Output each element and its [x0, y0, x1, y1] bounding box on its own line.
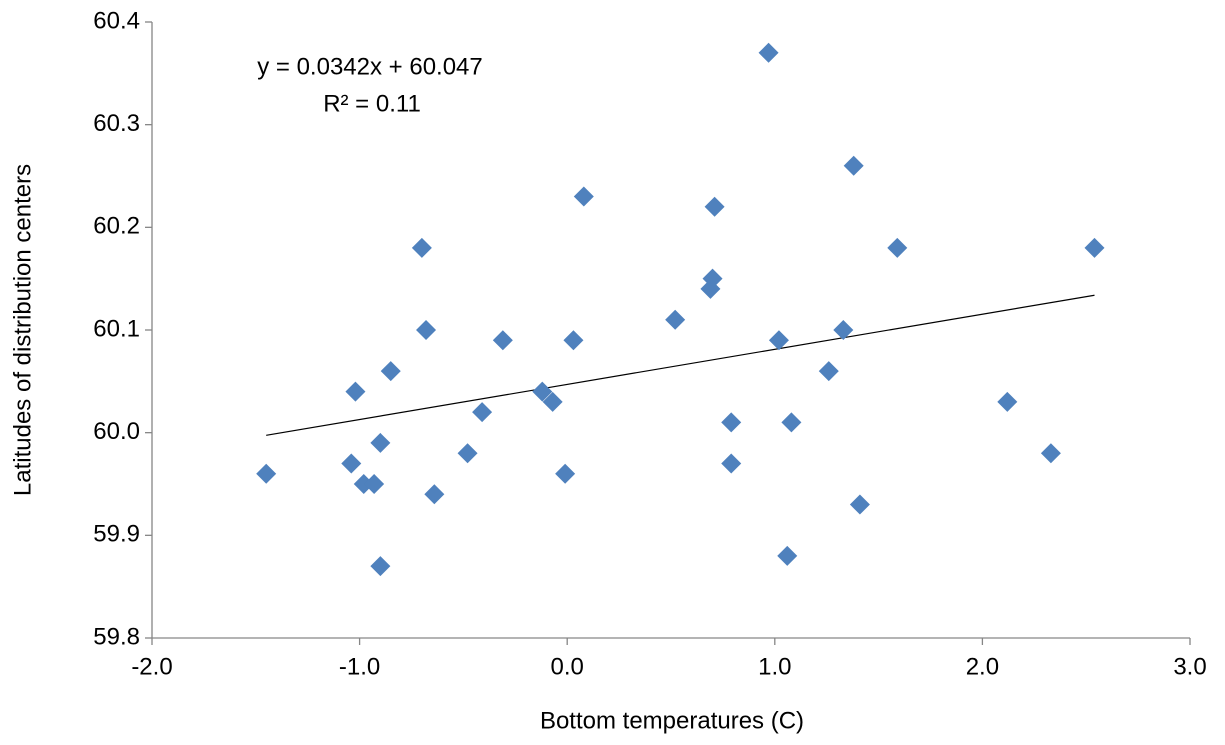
- scatter-point: [573, 186, 594, 207]
- scatter-point: [665, 309, 686, 330]
- scatter-point: [849, 494, 870, 515]
- scatter-point: [777, 545, 798, 566]
- y-tick-label: 59.8: [93, 623, 140, 650]
- y-tick-label: 60.3: [93, 110, 140, 137]
- x-axis-title: Bottom temperatures (C): [540, 707, 804, 734]
- y-tick-label: 60.4: [93, 7, 140, 34]
- scatter-point: [424, 484, 445, 505]
- y-tick-label: 59.9: [93, 521, 140, 548]
- scatter-point: [555, 463, 576, 484]
- x-tick-label: 0.0: [551, 653, 584, 680]
- scatter-point: [532, 381, 553, 402]
- scatter-point: [542, 391, 563, 412]
- scatter-point: [818, 361, 839, 382]
- scatter-point: [721, 412, 742, 433]
- scatter-point: [1040, 443, 1061, 464]
- y-axis-title: Latitudes of distribution centers: [9, 164, 36, 496]
- y-tick-label: 60.2: [93, 213, 140, 240]
- scatter-point: [781, 412, 802, 433]
- scatter-point: [353, 474, 374, 494]
- scatter-point: [721, 453, 742, 474]
- x-tick-label: 1.0: [758, 653, 791, 680]
- scatter-point: [758, 42, 779, 63]
- scatter-point: [704, 196, 725, 217]
- scatter-point: [472, 402, 493, 423]
- scatter-point: [833, 320, 854, 340]
- y-tick-label: 60.1: [93, 315, 140, 342]
- y-tick-label: 60.0: [93, 418, 140, 445]
- scatter-point: [843, 155, 864, 176]
- x-tick-label: -1.0: [339, 653, 380, 680]
- scatter-point: [563, 330, 584, 351]
- x-tick-label: 2.0: [966, 653, 999, 680]
- x-tick-label: -2.0: [131, 653, 172, 680]
- scatter-point: [256, 463, 277, 484]
- x-tick-label: 3.0: [1173, 653, 1206, 680]
- scatter-point: [887, 237, 908, 258]
- scatter-point: [997, 391, 1018, 412]
- scatter-point: [702, 268, 723, 289]
- trend-equation: y = 0.0342x + 60.047: [257, 53, 483, 80]
- scatter-point: [380, 361, 401, 382]
- scatter-point: [370, 556, 391, 577]
- r-squared: R² = 0.11: [323, 90, 421, 117]
- scatter-point: [416, 320, 437, 340]
- scatter-point: [492, 330, 513, 351]
- scatter-point: [364, 474, 385, 494]
- scatter-point: [345, 381, 366, 402]
- scatter-point: [370, 432, 391, 453]
- scatter-point: [457, 443, 478, 464]
- scatter-point: [341, 453, 362, 474]
- scatter-point: [411, 237, 432, 258]
- scatter-point: [768, 330, 789, 351]
- scatter-point: [1084, 237, 1105, 258]
- trendline: [266, 294, 1095, 436]
